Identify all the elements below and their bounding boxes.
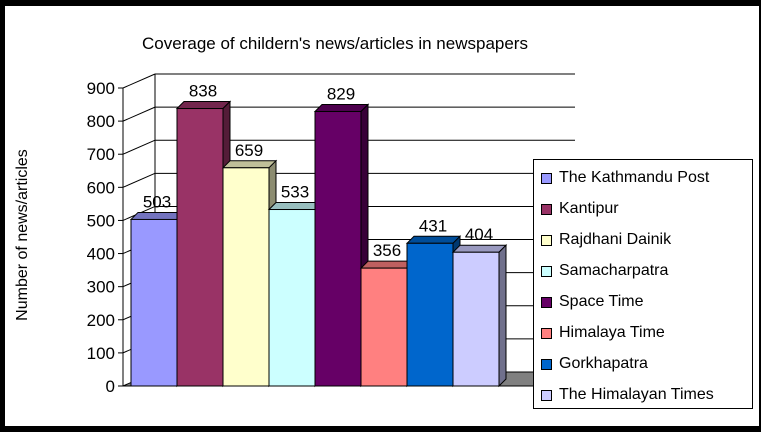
bar-top-face: [221, 160, 278, 169]
bar-side-face: [498, 244, 507, 388]
bar-front-face: [360, 267, 408, 387]
legend-label: Kantipur: [559, 200, 619, 217]
bar-front-face: [452, 251, 500, 387]
legend-label: Rajdhani Dainik: [559, 231, 672, 248]
gridline-side: [122, 172, 156, 188]
bar-top-face: [359, 260, 416, 269]
legend-item: Gorkhapatra: [541, 354, 648, 374]
bar-top-face: [451, 244, 508, 253]
bar-top-face: [129, 211, 186, 220]
bar-front-face: [222, 167, 270, 387]
y-tick-label: 0: [106, 377, 115, 396]
y-tick-label: 900: [87, 79, 115, 98]
bar-top-face: [405, 235, 462, 244]
y-tick-label: 500: [87, 211, 115, 230]
bar: [221, 159, 278, 388]
bar-top-face: [175, 101, 232, 110]
legend-label: The Himalayan Times: [559, 386, 714, 403]
y-tick-label: 400: [87, 245, 115, 264]
legend-swatch: [541, 203, 552, 215]
bar-front-face: [268, 209, 316, 387]
legend-label: Himalaya Time: [559, 324, 665, 341]
data-label: 533: [281, 183, 309, 202]
legend-swatch: [541, 172, 552, 184]
gridline-side: [122, 73, 156, 89]
legend-label: Gorkhapatra: [559, 355, 648, 372]
legend-item: Rajdhani Dainik: [541, 230, 671, 250]
legend-label: Samacharpatra: [559, 262, 669, 279]
bar-front-face: [130, 218, 178, 387]
bar: [129, 211, 186, 388]
data-label: 356: [373, 241, 401, 260]
chart-legend: The Kathmandu Post Kantipur Rajdhani Daini…: [533, 159, 753, 409]
legend-item: Space Time: [541, 292, 643, 312]
data-label: 838: [189, 82, 217, 101]
bar-front-face: [314, 111, 362, 387]
legend-swatch: [541, 358, 552, 370]
gridline-side: [122, 106, 156, 122]
data-label: 404: [465, 225, 493, 244]
y-tick-label: 200: [87, 311, 115, 330]
data-label: 503: [143, 192, 171, 211]
bar-top-face: [267, 202, 324, 211]
legend-swatch: [541, 389, 552, 401]
bar: [175, 100, 232, 388]
bar: [359, 259, 416, 388]
legend-label: The Kathmandu Post: [559, 169, 710, 186]
bar-front-face: [176, 108, 224, 387]
legend-item: Samacharpatra: [541, 261, 668, 281]
bar-top-face: [313, 104, 370, 113]
gridline-side: [122, 139, 156, 155]
data-label: 431: [419, 216, 447, 235]
legend-swatch: [541, 296, 552, 308]
legend-item: The Himalayan Times: [541, 385, 714, 405]
legend-label: Space Time: [559, 293, 644, 310]
data-label: 659: [235, 141, 263, 160]
data-label: 829: [327, 85, 355, 104]
bar: [267, 201, 324, 388]
y-tick-label: 300: [87, 278, 115, 297]
bar: [451, 244, 508, 388]
legend-swatch: [541, 327, 552, 339]
legend-item: Kantipur: [541, 199, 619, 219]
legend-item: Himalaya Time: [541, 323, 665, 343]
y-tick-label: 700: [87, 145, 115, 164]
y-tick-label: 100: [87, 344, 115, 363]
legend-swatch: [541, 265, 552, 277]
bar: [405, 235, 462, 388]
y-tick-label: 800: [87, 112, 115, 131]
bar-front-face: [406, 242, 454, 387]
y-tick-label: 600: [87, 178, 115, 197]
legend-item: The Kathmandu Post: [541, 168, 709, 188]
bar: [313, 103, 370, 388]
chart-title: Coverage of childern's news/articles in …: [142, 34, 528, 53]
legend-swatch: [541, 234, 552, 246]
